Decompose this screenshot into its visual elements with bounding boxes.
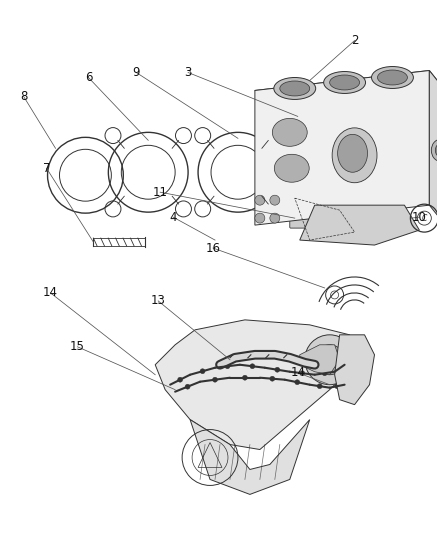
Circle shape — [255, 195, 265, 205]
Text: 14: 14 — [43, 286, 58, 300]
Circle shape — [270, 195, 280, 205]
Circle shape — [314, 345, 345, 375]
Ellipse shape — [371, 67, 413, 88]
Polygon shape — [155, 320, 360, 449]
Ellipse shape — [274, 77, 316, 100]
Text: 9: 9 — [133, 66, 140, 79]
Circle shape — [337, 366, 342, 371]
Text: 11: 11 — [153, 185, 168, 199]
Circle shape — [295, 379, 300, 385]
Circle shape — [335, 384, 339, 389]
Text: 7: 7 — [43, 161, 50, 175]
Text: 4: 4 — [170, 211, 177, 224]
Circle shape — [270, 213, 280, 223]
Circle shape — [212, 377, 218, 382]
Text: 16: 16 — [205, 241, 220, 255]
Polygon shape — [429, 70, 438, 230]
Ellipse shape — [435, 144, 438, 157]
Circle shape — [317, 384, 322, 389]
Circle shape — [200, 369, 205, 374]
Text: 13: 13 — [151, 294, 166, 308]
Circle shape — [275, 367, 280, 372]
Text: 6: 6 — [85, 71, 92, 84]
Circle shape — [270, 376, 275, 381]
FancyBboxPatch shape — [290, 218, 320, 228]
Circle shape — [250, 364, 255, 369]
Ellipse shape — [431, 139, 438, 161]
Ellipse shape — [274, 154, 309, 182]
Circle shape — [322, 371, 327, 376]
Circle shape — [185, 384, 190, 389]
Ellipse shape — [338, 134, 367, 172]
Polygon shape — [190, 419, 310, 495]
Text: 8: 8 — [20, 90, 27, 103]
Circle shape — [255, 213, 265, 223]
Ellipse shape — [330, 75, 360, 90]
Text: 3: 3 — [184, 66, 192, 79]
Text: C: C — [422, 214, 427, 223]
Ellipse shape — [324, 71, 366, 93]
Polygon shape — [255, 70, 429, 225]
Text: 14: 14 — [290, 366, 305, 379]
Text: 2: 2 — [351, 34, 358, 47]
Circle shape — [305, 335, 355, 385]
Ellipse shape — [299, 116, 317, 125]
Polygon shape — [300, 205, 419, 245]
Ellipse shape — [332, 128, 377, 183]
Circle shape — [242, 375, 247, 380]
Ellipse shape — [272, 118, 307, 147]
Text: 15: 15 — [70, 340, 85, 353]
Polygon shape — [255, 70, 438, 116]
Ellipse shape — [378, 70, 407, 85]
Text: 10: 10 — [412, 211, 427, 224]
Circle shape — [300, 371, 305, 376]
Ellipse shape — [280, 81, 310, 96]
Polygon shape — [300, 345, 339, 375]
Circle shape — [178, 377, 183, 382]
Polygon shape — [335, 335, 374, 405]
Circle shape — [225, 364, 230, 369]
